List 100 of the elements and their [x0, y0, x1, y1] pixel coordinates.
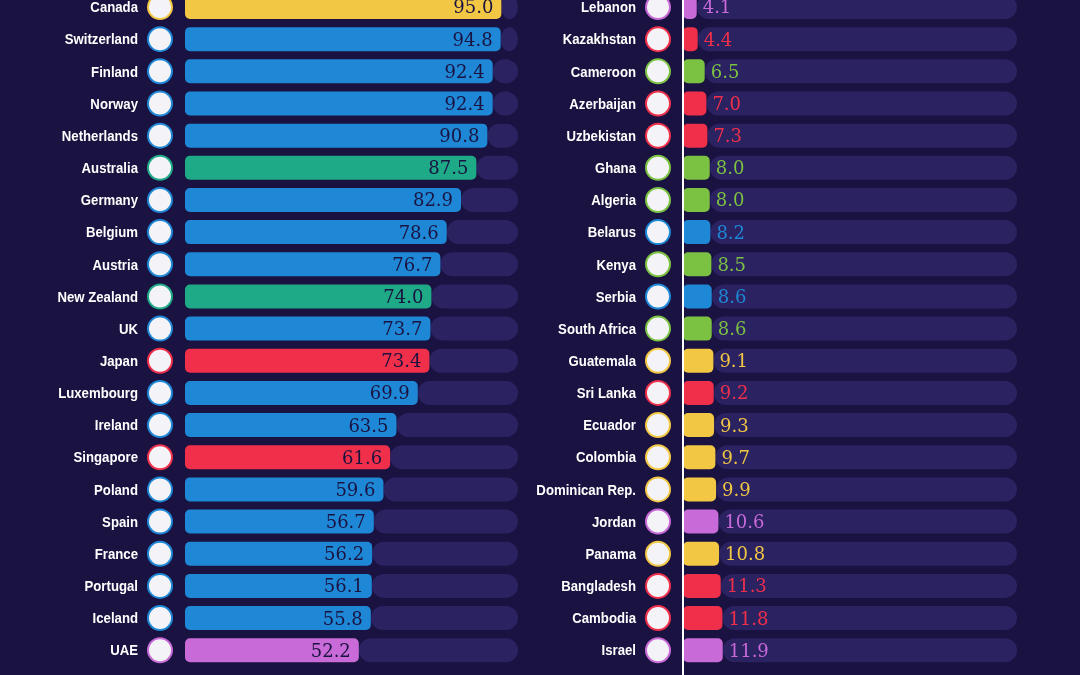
- data-label: 8.0: [715, 189, 745, 211]
- y-tick-label: Norway: [90, 94, 139, 112]
- y-tick-label: Spain: [102, 513, 138, 530]
- y-tick-label: Uzbekistan: [566, 127, 636, 145]
- bar: [683, 91, 707, 116]
- bar: [714, 413, 1017, 438]
- bar: [683, 187, 710, 212]
- data-label: 11.8: [728, 607, 769, 629]
- bar: [185, 59, 493, 84]
- bar: [185, 220, 447, 245]
- bar: [185, 606, 371, 631]
- data-label: 9.7: [721, 446, 751, 468]
- data-label: 52.2: [310, 639, 351, 661]
- y-tick-label: Iceland: [92, 609, 138, 627]
- y-tick-label: Lebanon: [581, 0, 636, 16]
- data-label: 11.9: [728, 639, 769, 661]
- bar: [683, 59, 705, 84]
- data-label: 10.8: [725, 543, 766, 565]
- y-tick-label: Colombia: [575, 448, 637, 466]
- bar: [683, 477, 717, 502]
- bar: [711, 284, 1017, 309]
- y-tick-label: New Zealand: [57, 287, 138, 305]
- y-tick-label: Australia: [81, 159, 139, 177]
- y-tick-label: Panama: [585, 545, 637, 563]
- bar: [710, 220, 1017, 245]
- data-label: 74.0: [383, 285, 424, 307]
- data-label: 4.1: [702, 0, 732, 18]
- data-label: 95.0: [453, 0, 494, 18]
- data-label: 9.1: [719, 350, 749, 372]
- bar: [373, 509, 518, 534]
- bar: [722, 638, 1017, 663]
- y-tick-label: Bangladesh: [561, 577, 636, 595]
- y-tick-label: Cambodia: [572, 609, 637, 627]
- y-tick-label: Germany: [80, 191, 139, 209]
- bar: [706, 91, 1017, 116]
- bar: [185, 187, 462, 212]
- data-label: 8.6: [717, 285, 747, 307]
- y-tick-label: South Africa: [558, 320, 637, 338]
- y-tick-label: Luxembourg: [58, 384, 138, 402]
- data-label: 9.2: [719, 382, 749, 404]
- data-label: 78.6: [398, 221, 439, 243]
- y-tick-label: Cameroon: [570, 62, 636, 80]
- y-tick-label: Kenya: [596, 255, 637, 273]
- y-tick-label: Azerbaijan: [569, 94, 636, 112]
- bar: [396, 413, 518, 438]
- y-tick-label: Ecuador: [583, 416, 637, 434]
- bar: [720, 573, 1017, 598]
- bar: [713, 348, 1017, 373]
- bar: [185, 638, 359, 663]
- bar: [430, 316, 518, 341]
- data-label: 7.3: [713, 125, 743, 147]
- y-tick-label: Poland: [94, 480, 138, 498]
- bar: [185, 27, 501, 52]
- bar: [683, 284, 712, 309]
- y-tick-label: Portugal: [84, 577, 138, 595]
- y-tick-label: Ireland: [94, 416, 138, 434]
- data-label: 92.4: [444, 60, 485, 82]
- data-label: 55.8: [322, 607, 363, 629]
- data-label: 56.7: [325, 511, 366, 533]
- bar: [461, 187, 518, 212]
- bar: [185, 348, 430, 373]
- bar: [417, 380, 518, 405]
- bar: [185, 91, 493, 116]
- bar: [185, 413, 397, 438]
- bar: [185, 123, 488, 148]
- bar: [683, 380, 714, 405]
- bar: [185, 509, 374, 534]
- bar: [683, 573, 721, 598]
- bar: [683, 638, 723, 663]
- bar: [683, 155, 710, 180]
- data-label: 82.9: [412, 189, 454, 211]
- bar: [390, 445, 518, 470]
- bar: [707, 123, 1017, 148]
- y-tick-label: Netherlands: [61, 127, 139, 145]
- bar: [429, 348, 518, 373]
- bar: [704, 59, 1017, 84]
- y-tick-label: Ghana: [594, 159, 637, 177]
- data-label: 7.0: [712, 92, 742, 114]
- bar: [683, 445, 716, 470]
- bar: [716, 477, 1017, 502]
- data-label: 9.9: [722, 478, 751, 500]
- bar: [383, 477, 518, 502]
- bar: [719, 541, 1017, 566]
- bar: [683, 316, 712, 341]
- bar: [722, 606, 1017, 631]
- bar: [683, 541, 720, 566]
- y-tick-label: Serbia: [595, 287, 637, 305]
- bar: [683, 220, 711, 245]
- y-tick-label: Belgium: [85, 223, 138, 241]
- bar: [185, 316, 431, 341]
- data-label: 8.6: [717, 318, 747, 340]
- y-tick-label: Canada: [90, 0, 139, 16]
- data-label: 61.6: [342, 446, 383, 468]
- bar: [185, 155, 477, 180]
- data-label: 63.5: [348, 414, 389, 436]
- bar: [358, 638, 518, 663]
- y-tick-label: Dominican Rep.: [536, 480, 636, 498]
- bar: [697, 27, 1017, 52]
- y-tick-label: Jordan: [592, 513, 636, 530]
- bar: [431, 284, 518, 309]
